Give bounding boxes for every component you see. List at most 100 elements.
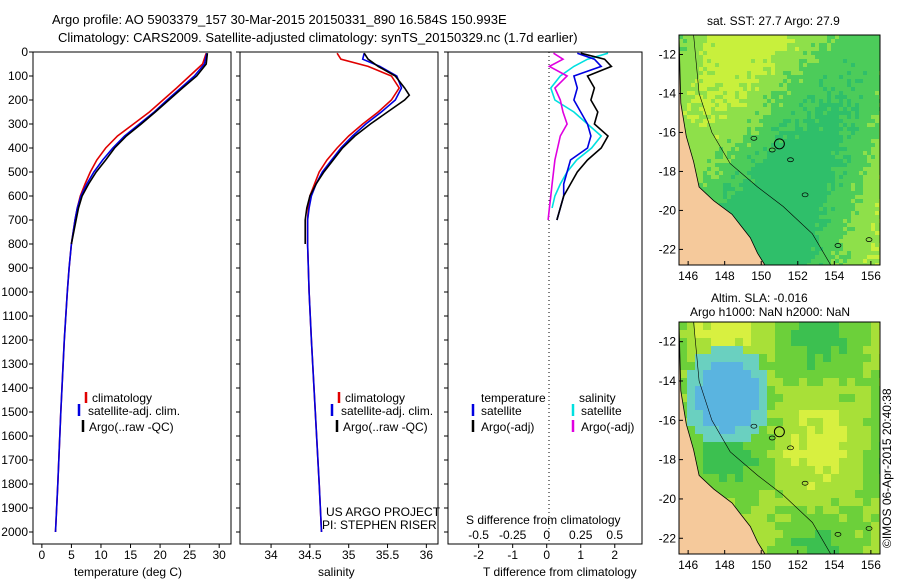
sst-map-cell [819, 51, 824, 56]
sst-map-cell [767, 215, 772, 220]
sst-map-cell [743, 87, 748, 92]
sst-map-cell [799, 71, 804, 76]
sst-map-cell [775, 167, 780, 172]
sst-map-cell [779, 75, 784, 80]
sst-map-cell [719, 127, 724, 132]
sst-map-cell [787, 123, 792, 128]
sst-map-cell [735, 215, 740, 220]
sst-map-cell [859, 59, 864, 64]
sst-map-cell [867, 195, 872, 200]
sst-map-cell [739, 99, 744, 104]
sst-map-cell [731, 191, 736, 196]
sla-map-cell [871, 386, 880, 395]
sst-map-cell [871, 243, 876, 248]
sal-legend-satellite: satellite-adj. clim. [341, 404, 433, 418]
sla-map-cell [831, 346, 840, 355]
sst-map-cell [771, 219, 776, 224]
sst-map-cell [831, 247, 836, 252]
sst-map-cell [695, 155, 700, 160]
sla-map-cell [743, 346, 752, 355]
sst-map-cell [743, 111, 748, 116]
sst-map-cell [875, 223, 880, 228]
sst-map-cell [755, 131, 760, 136]
sst-map-cell [819, 207, 824, 212]
sla-map-cell [735, 410, 744, 419]
sla-map-cell [751, 418, 760, 427]
sst-map-cell [679, 71, 684, 76]
sst-map-cell [715, 187, 720, 192]
sst-map-cell [767, 107, 772, 112]
sst-map-cell [691, 107, 696, 112]
sla-map-cell [775, 482, 784, 491]
sst-map-cell [835, 67, 840, 72]
sst-map-cell [799, 115, 804, 120]
sla-map-cell [839, 370, 848, 379]
sst-map-cell [699, 167, 704, 172]
sst-map-cell [827, 47, 832, 52]
sla-map-cell [711, 402, 720, 411]
sst-map-cell [875, 219, 880, 224]
sst-map-cell [719, 135, 724, 140]
sst-map-cell [843, 51, 848, 56]
sla-map-cell [727, 490, 736, 499]
sst-map-cell [763, 163, 768, 168]
sst-map-cell [763, 143, 768, 148]
sst-map-cell [799, 175, 804, 180]
sla-map-cell [807, 450, 816, 459]
sst-map-cell [791, 227, 796, 232]
sst-map-cell [787, 207, 792, 212]
sla-map-cell [775, 346, 784, 355]
sst-map-cell [835, 131, 840, 136]
sst-map-cell [735, 51, 740, 56]
sst-map-cell [835, 111, 840, 116]
sst-map-cell [875, 227, 880, 232]
sst-map-cell [843, 139, 848, 144]
sst-map-cell [719, 67, 724, 72]
sla-map-cell [759, 482, 768, 491]
sla-map-cell [743, 338, 752, 347]
sla-map-cell [719, 362, 728, 371]
sst-map-cell [735, 175, 740, 180]
sla-map-cell [759, 346, 768, 355]
sst-map-cell [859, 115, 864, 120]
sst-map-cell [783, 47, 788, 52]
sst-map-cell [747, 107, 752, 112]
sla-map-cell [823, 530, 832, 539]
sla-map-cell [791, 386, 800, 395]
sst-map-cell [727, 187, 732, 192]
sst-map-cell [703, 95, 708, 100]
sst-map-cell [743, 47, 748, 52]
sst-map-cell [787, 43, 792, 48]
sst-map-cell [707, 159, 712, 164]
sst-map-cell [731, 179, 736, 184]
sst-map-cell [807, 191, 812, 196]
sst-map-cell [791, 231, 796, 236]
sst-map-cell [807, 167, 812, 172]
sst-map-cell [743, 219, 748, 224]
sst-map-cell [703, 59, 708, 64]
sst-map-cell [835, 171, 840, 176]
sst-map-cell [707, 103, 712, 108]
sst-map-cell [787, 63, 792, 68]
sst-map-cell [831, 59, 836, 64]
sla-map-cell [775, 418, 784, 427]
sst-map-cell [819, 151, 824, 156]
sst-map-cell [727, 83, 732, 88]
sst-map-cell [739, 127, 744, 132]
sst-map-cell [711, 183, 716, 188]
sst-map-cell [755, 151, 760, 156]
sst-map-cell [731, 99, 736, 104]
sst-map-cell [815, 139, 820, 144]
sst-map-cell [819, 55, 824, 60]
sst-map-cell [871, 43, 876, 48]
sst-map-cell [819, 263, 824, 265]
sla-map-cell [775, 322, 784, 331]
sst-map-cell [775, 115, 780, 120]
sst-map-cell [827, 203, 832, 208]
sst-map-cell [787, 139, 792, 144]
sst-map-cell [863, 203, 868, 208]
sst-map-cell [715, 107, 720, 112]
sst-map-cell [831, 87, 836, 92]
sst-map-cell [787, 59, 792, 64]
sst-map-cell [867, 99, 872, 104]
